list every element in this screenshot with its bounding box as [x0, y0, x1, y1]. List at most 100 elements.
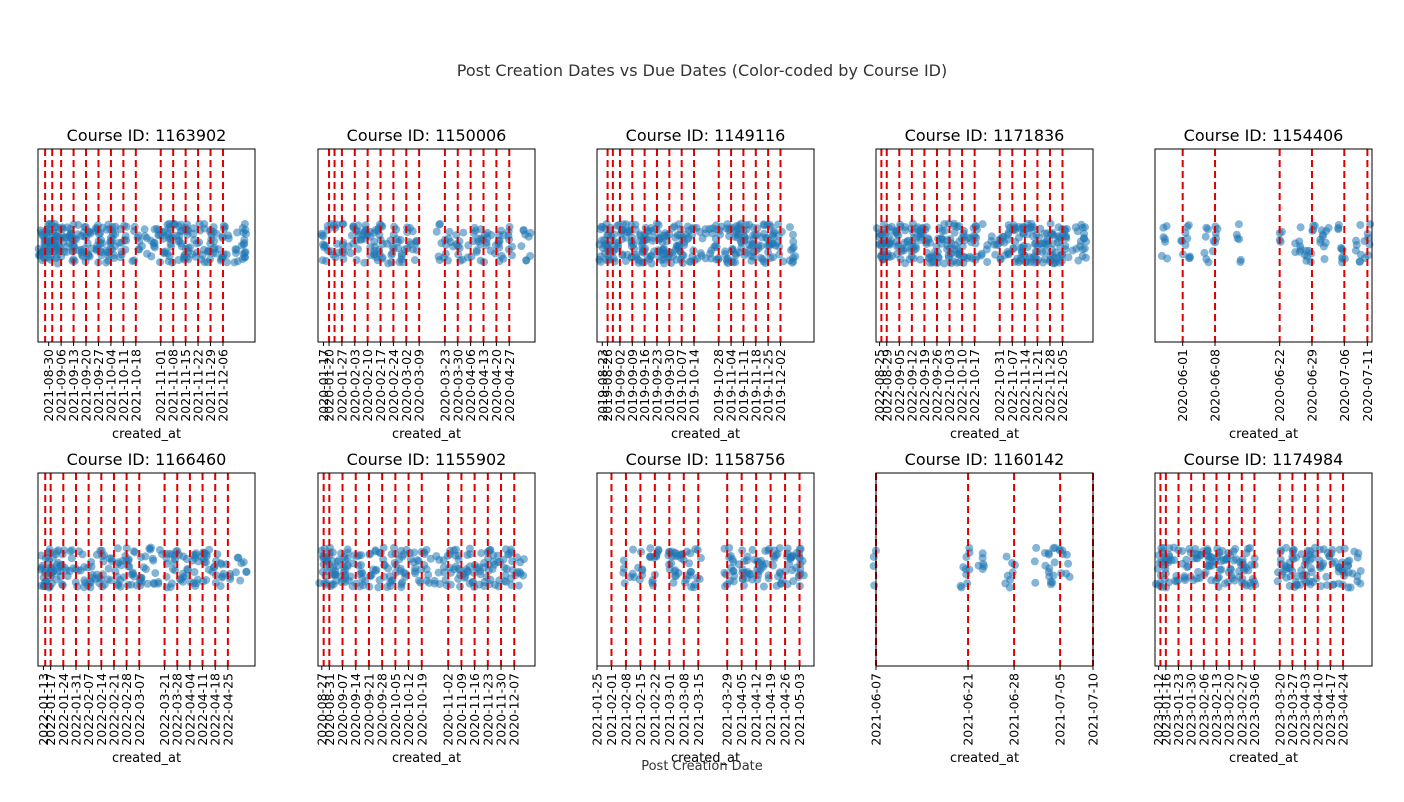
- post-point: [1340, 254, 1349, 263]
- post-point: [1008, 568, 1017, 577]
- x-tick-label: 2021-02-22: [647, 673, 662, 746]
- post-point: [113, 544, 122, 553]
- x-tick-label: 2021-09-06: [54, 349, 69, 422]
- x-tick-label: 2021-02-08: [618, 673, 633, 746]
- post-point: [1041, 561, 1050, 570]
- post-point: [37, 551, 46, 560]
- x-tick-label: 2021-04-12: [749, 673, 764, 746]
- x-tick-label: 2019-11-18: [748, 349, 763, 422]
- post-point: [239, 240, 248, 249]
- post-point: [141, 552, 150, 561]
- x-tick-label: 2021-03-08: [676, 673, 691, 746]
- panels: Course ID: 11639022021-08-302021-09-0620…: [34, 126, 1375, 766]
- post-point: [1062, 550, 1071, 559]
- post-point: [609, 254, 618, 263]
- post-point: [1353, 553, 1362, 562]
- x-tick-label: 2022-08-25: [872, 349, 887, 422]
- x-tick-label: 2021-07-10: [1086, 673, 1101, 746]
- x-tick-label: 2022-09-05: [892, 349, 907, 422]
- x-tick-label: 2022-04-11: [195, 673, 210, 746]
- post-point: [202, 576, 211, 584]
- post-point: [150, 243, 159, 252]
- figure-title: Post Creation Dates vs Due Dates (Color-…: [457, 61, 947, 80]
- post-point: [236, 576, 245, 585]
- post-point: [686, 567, 695, 576]
- post-point: [693, 573, 702, 582]
- post-point: [163, 249, 172, 258]
- post-point: [1159, 223, 1168, 232]
- post-point: [1062, 232, 1071, 241]
- x-tick-label: 2020-09-21: [361, 673, 376, 746]
- x-tick-label: 2020-03-09: [412, 349, 427, 422]
- x-tick-label: 2022-04-04: [182, 673, 197, 746]
- x-tick-label: 2020-09-14: [348, 673, 363, 746]
- post-point: [781, 567, 790, 576]
- x-tick-label: 2022-11-14: [1017, 349, 1032, 422]
- panel-7: Course ID: 11559022020-08-272020-08-3120…: [314, 450, 536, 766]
- post-point: [167, 579, 176, 588]
- x-tick-label: 2022-03-28: [170, 673, 185, 746]
- x-tick-label: 2021-11-01: [153, 349, 168, 422]
- post-point: [141, 232, 149, 241]
- post-point: [469, 229, 478, 238]
- post-point: [393, 235, 401, 244]
- x-tick-label: 2020-10-19: [414, 673, 429, 746]
- x-tick-label: 2019-11-25: [761, 349, 776, 422]
- post-point: [397, 583, 406, 592]
- post-point: [177, 242, 186, 251]
- x-tick-label: 2022-11-07: [1005, 349, 1020, 422]
- post-point: [463, 551, 472, 559]
- x-tick-label: 2020-03-02: [399, 349, 414, 422]
- post-point: [1334, 224, 1343, 232]
- x-tick-label: 2022-09-12: [904, 349, 919, 422]
- x-tick-label: 2019-08-26: [600, 349, 615, 422]
- panel-1: Course ID: 11639022021-08-302021-09-0620…: [34, 126, 256, 442]
- post-point: [435, 580, 444, 588]
- post-point: [926, 238, 934, 247]
- x-tick-label: 2020-02-24: [386, 349, 401, 422]
- x-tick-label: 2020-01-27: [334, 349, 349, 422]
- panel-title: Course ID: 1158756: [626, 450, 786, 469]
- post-point: [722, 570, 730, 579]
- x-tick-label: 2023-03-27: [1285, 673, 1300, 746]
- x-tick-label: 2022-10-10: [955, 349, 970, 422]
- post-point: [151, 569, 160, 578]
- panel-title: Course ID: 1174984: [1184, 450, 1344, 469]
- post-point: [940, 259, 949, 268]
- x-tick-label: 2022-02-21: [106, 673, 121, 746]
- x-tick-label: 2021-02-15: [633, 673, 648, 746]
- post-point: [1194, 567, 1203, 576]
- x-tick-label: 2019-10-14: [687, 349, 702, 422]
- post-point: [86, 583, 95, 592]
- x-tick-label: 2022-01-24: [56, 673, 71, 746]
- post-point: [658, 245, 667, 254]
- post-point: [443, 256, 452, 265]
- post-point: [354, 221, 363, 230]
- post-point: [761, 559, 770, 568]
- x-tick-label: 2022-02-14: [94, 673, 109, 746]
- x-tick-label: 2021-05-03: [792, 673, 807, 746]
- x-tick-label: 2019-09-23: [650, 349, 665, 422]
- post-point: [1009, 244, 1018, 253]
- post-point: [315, 579, 324, 588]
- post-point: [1030, 557, 1039, 566]
- post-point: [74, 220, 83, 229]
- post-point: [116, 582, 125, 591]
- post-point: [1282, 543, 1291, 552]
- post-point: [1064, 253, 1073, 262]
- panel-9: Course ID: 1160142 2021-06-07 2021-06-21 20…: [869, 450, 1101, 766]
- post-point: [1055, 258, 1064, 267]
- plot-frame: [596, 148, 815, 343]
- post-point: [962, 553, 971, 561]
- post-point: [178, 577, 187, 586]
- x-tick-label: 2021-11-29: [203, 349, 218, 422]
- post-point: [775, 544, 784, 553]
- x-tick-label: 2020-10-05: [388, 673, 403, 746]
- post-point: [1356, 579, 1365, 588]
- post-point: [231, 568, 240, 577]
- post-point: [956, 581, 965, 590]
- x-tick-label: 2023-04-03: [1298, 673, 1313, 746]
- post-point: [408, 245, 417, 254]
- post-point: [1319, 242, 1328, 251]
